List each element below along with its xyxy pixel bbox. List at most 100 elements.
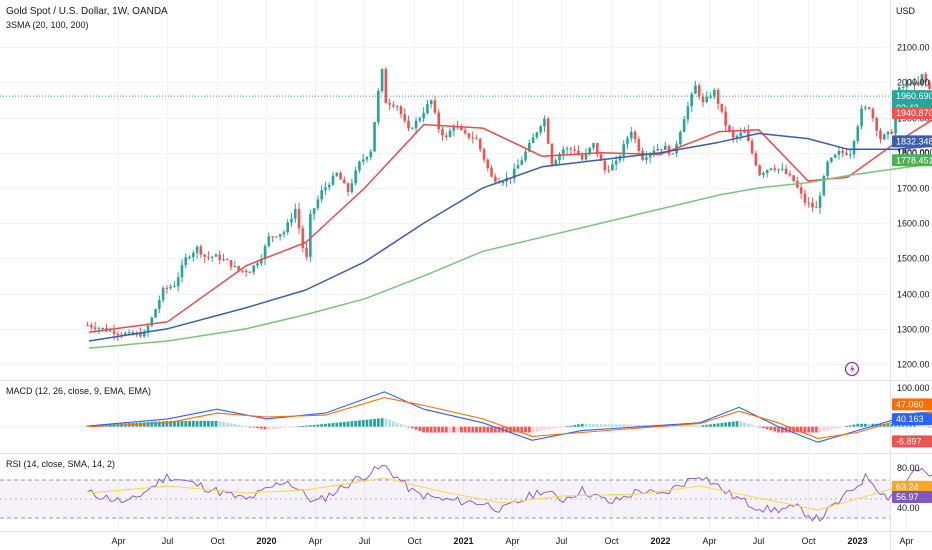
candlestick[interactable] [225, 258, 229, 261]
candlestick[interactable] [762, 171, 765, 179]
macd-plot[interactable] [0, 391, 932, 443]
candlestick[interactable] [203, 253, 206, 264]
candlestick[interactable] [350, 178, 354, 194]
candlestick[interactable] [158, 295, 161, 314]
candlestick[interactable] [184, 253, 188, 269]
candlestick[interactable] [818, 191, 822, 215]
candlestick[interactable] [161, 285, 165, 303]
candlestick[interactable] [913, 77, 916, 91]
candlestick[interactable] [520, 156, 524, 166]
candlestick[interactable] [267, 232, 271, 248]
candlestick[interactable] [690, 91, 693, 112]
candlestick[interactable] [731, 126, 735, 143]
candlestick[interactable] [750, 138, 754, 156]
candlestick[interactable] [339, 171, 342, 180]
candlestick[interactable] [916, 76, 920, 87]
candlestick[interactable] [343, 176, 346, 184]
candlestick[interactable] [361, 153, 365, 166]
candlestick[interactable] [278, 234, 282, 241]
candlestick[interactable] [441, 126, 444, 141]
candlestick[interactable] [195, 244, 199, 259]
candlestick[interactable] [758, 164, 761, 177]
candlestick[interactable] [173, 281, 176, 288]
candlestick[interactable] [199, 244, 203, 259]
time-axis[interactable]: Apr Jul Oct 2020 Apr Jul Oct 2021 Apr Jul Oct 2022 A… [111, 536, 932, 546]
candlestick[interactable] [358, 160, 361, 173]
candlestick[interactable] [512, 163, 516, 184]
candlestick[interactable] [879, 127, 882, 144]
candlestick[interactable] [637, 136, 641, 154]
candlestick[interactable] [833, 153, 837, 159]
candlestick[interactable] [603, 158, 607, 174]
candlestick[interactable] [777, 168, 780, 174]
candlestick[interactable] [788, 170, 792, 177]
candlestick[interactable] [539, 124, 542, 136]
candlestick[interactable] [864, 105, 867, 111]
candlestick[interactable] [709, 92, 712, 99]
candlestick[interactable] [573, 145, 576, 154]
candlestick[interactable] [214, 252, 218, 257]
candlestick[interactable] [478, 137, 482, 153]
candlestick[interactable] [471, 131, 475, 144]
candlestick[interactable] [626, 135, 629, 150]
candlestick[interactable] [524, 149, 527, 163]
candlestick[interactable] [550, 142, 554, 167]
rsi-line[interactable] [87, 465, 932, 522]
candlestick[interactable] [150, 316, 154, 328]
price-plot[interactable] [0, 66, 932, 349]
candlestick[interactable] [252, 264, 256, 275]
candlestick[interactable] [377, 88, 380, 126]
candlestick[interactable] [784, 164, 788, 175]
candlestick[interactable] [486, 158, 490, 172]
candlestick[interactable] [856, 124, 860, 144]
alert-icon[interactable] [844, 361, 860, 377]
candlestick[interactable] [611, 159, 614, 171]
candlestick[interactable] [418, 116, 422, 123]
candlestick[interactable] [841, 147, 844, 158]
candlestick[interactable] [297, 203, 301, 234]
rsi-plot[interactable] [0, 465, 932, 522]
candlestick[interactable] [482, 147, 486, 163]
candlestick[interactable] [154, 308, 157, 318]
candlestick[interactable] [327, 182, 331, 191]
candlestick[interactable] [558, 152, 561, 166]
candlestick[interactable] [886, 131, 890, 140]
candlestick[interactable] [244, 268, 248, 277]
candlestick[interactable] [282, 229, 286, 238]
sma-20-line[interactable] [88, 103, 932, 333]
sma-100-line[interactable] [88, 132, 932, 342]
candlestick[interactable] [882, 133, 886, 141]
candlestick[interactable] [192, 250, 195, 262]
candlestick[interactable] [399, 104, 403, 119]
candlestick[interactable] [146, 323, 150, 337]
candlestick[interactable] [701, 93, 705, 107]
candlestick[interactable] [543, 115, 546, 133]
candlestick[interactable] [739, 127, 743, 141]
candlestick[interactable] [562, 146, 565, 160]
candlestick[interactable] [463, 127, 467, 135]
macd-line[interactable] [88, 391, 932, 443]
candlestick[interactable] [301, 225, 305, 253]
candlestick[interactable] [516, 159, 520, 169]
candlestick[interactable] [271, 235, 274, 243]
candlestick[interactable] [807, 197, 811, 208]
macd-signal-line[interactable] [88, 397, 932, 439]
candlestick[interactable] [535, 131, 539, 140]
candlestick[interactable] [720, 103, 724, 114]
candlestick[interactable] [475, 134, 478, 140]
candlestick[interactable] [312, 207, 316, 221]
candlestick[interactable] [554, 158, 558, 166]
candlestick[interactable] [426, 99, 429, 115]
candlestick[interactable] [176, 272, 180, 292]
candlestick[interactable] [373, 121, 376, 152]
candlestick[interactable] [871, 107, 875, 122]
candlestick[interactable] [403, 108, 407, 124]
candlestick[interactable] [210, 255, 214, 262]
candlestick[interactable] [569, 146, 573, 155]
candlestick[interactable] [324, 181, 327, 195]
candlestick[interactable] [724, 106, 727, 132]
candlestick[interactable] [316, 195, 320, 211]
candlestick[interactable] [860, 104, 863, 130]
candlestick[interactable] [890, 128, 894, 135]
